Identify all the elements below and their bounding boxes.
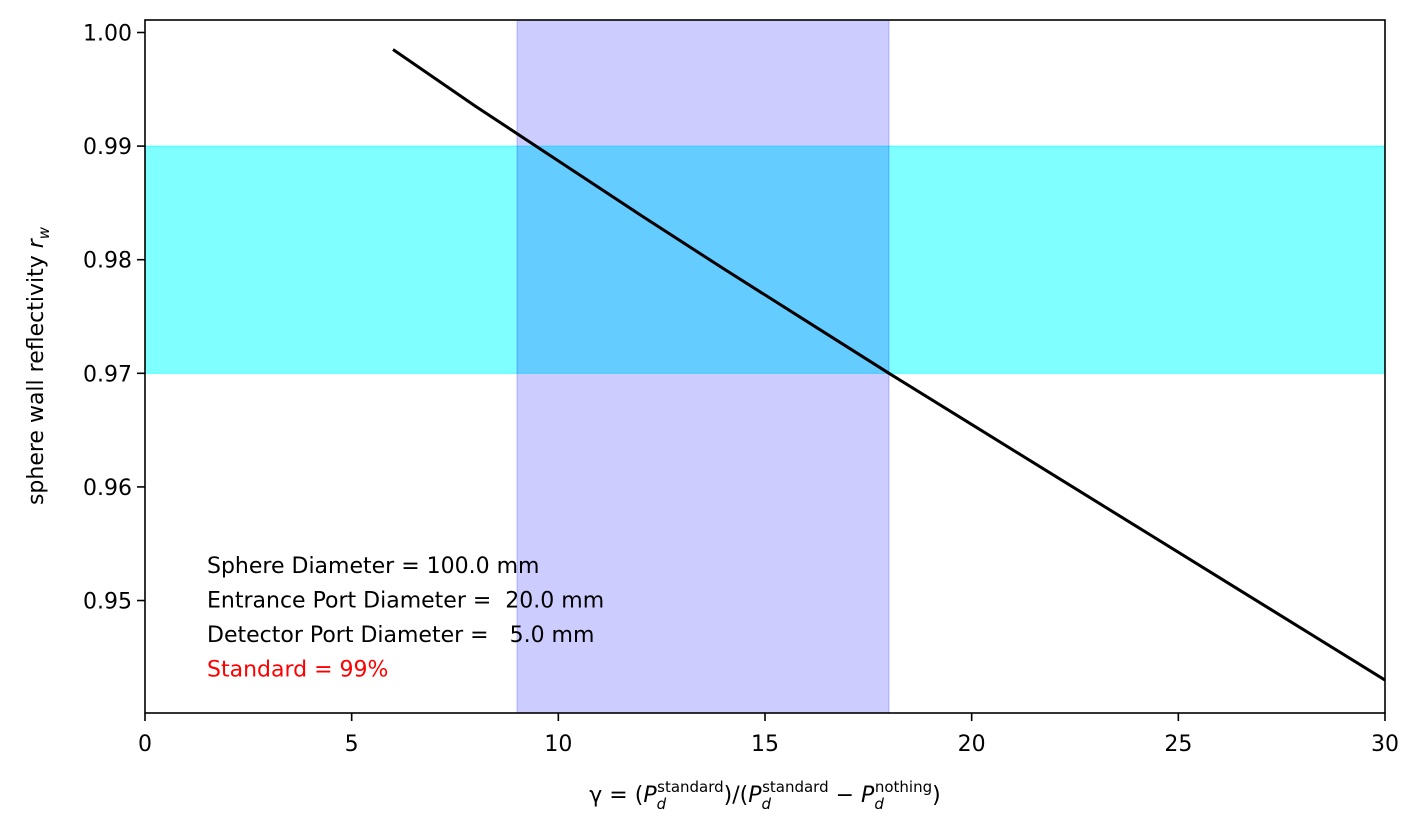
y-label-part: r (24, 237, 49, 248)
y-span (144, 145, 1386, 374)
x-tick-label: 15 (751, 732, 779, 757)
x-label-part: )/( (724, 783, 749, 808)
x-label-part: P (643, 783, 657, 808)
x-tick-label: 20 (958, 732, 986, 757)
y-tick-label: 0.96 (83, 476, 132, 501)
x-axis-label: γ = (Pdstandard)/(Pdstandard − Pdnothing… (589, 778, 940, 813)
x-label-part: γ = ( (589, 783, 643, 808)
y-axis-label: sphere wall reflectivity rw (24, 226, 53, 505)
x-label-part: standard (762, 778, 829, 796)
x-tick-label: 10 (544, 732, 572, 757)
y-label-part: w (35, 226, 53, 239)
y-tick-label: 0.98 (83, 249, 132, 274)
annotation: Entrance Port Diameter = 20.0 mm (207, 589, 604, 614)
y-label-part: sphere wall reflectivity (24, 248, 49, 505)
x-tick-label: 30 (1371, 732, 1399, 757)
annotation: Sphere Diameter = 100.0 mm (207, 554, 539, 579)
x-tick-label: 0 (138, 732, 152, 757)
annotation: Standard = 99% (207, 658, 388, 683)
x-label-part: nothing (875, 778, 932, 796)
x-label-part: d (762, 795, 772, 813)
x-tick-label: 5 (345, 732, 359, 757)
y-tick-label: 0.97 (83, 362, 132, 387)
x-span (516, 19, 890, 714)
y-tick-label: 1.00 (83, 21, 132, 46)
y-tick-label: 0.99 (83, 135, 132, 160)
x-label-part: d (657, 795, 667, 813)
x-label-part: ) (932, 783, 941, 808)
x-label-part: d (874, 795, 884, 813)
y-tick-label: 0.95 (83, 590, 132, 615)
x-label-part: − (829, 783, 861, 808)
annotation: Detector Port Diameter = 5.0 mm (207, 623, 594, 648)
x-label-part: P (748, 783, 762, 808)
x-label-part: standard (657, 778, 724, 796)
x-label-part: P (861, 783, 875, 808)
x-tick-label: 25 (1164, 732, 1192, 757)
data-line (392, 48, 1386, 682)
